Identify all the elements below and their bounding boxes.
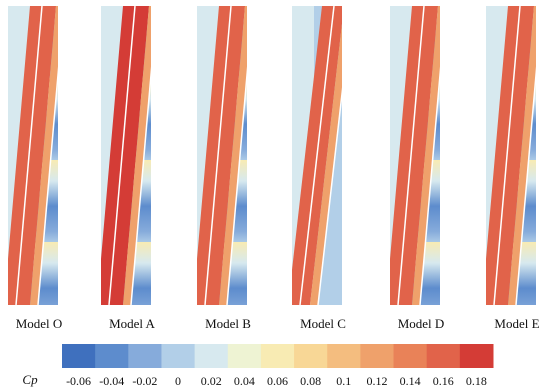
panels: Model O Model A Model B Model C Model D Model… <box>8 6 540 331</box>
blade-edge <box>508 6 536 305</box>
tick-label: 0.08 <box>300 374 321 388</box>
blade <box>390 6 438 305</box>
panel-label: Model B <box>205 316 251 331</box>
slit <box>397 6 425 305</box>
color-band <box>95 344 129 368</box>
contour-panel <box>197 6 247 305</box>
contour-panel <box>101 6 151 305</box>
panel-label: Model C <box>300 316 346 331</box>
color-band <box>360 344 395 368</box>
slit <box>108 6 136 305</box>
tick-label: 0.12 <box>366 374 387 388</box>
blade <box>101 6 149 305</box>
blade <box>197 6 245 305</box>
colorbar: -0.06 -0.04 -0.02 0 0.02 0.04 0.06 0.08 0.1 0.12 0… <box>62 344 494 388</box>
color-band <box>128 344 162 368</box>
panel-label: Model O <box>16 316 63 331</box>
color-band <box>327 344 361 368</box>
color-band <box>161 344 196 368</box>
slit <box>37 66 58 305</box>
panel-label: Model A <box>109 316 155 331</box>
tick-label: 0.18 <box>466 374 487 388</box>
tick-label: 0.06 <box>267 374 288 388</box>
slit <box>493 6 521 305</box>
contour-panel <box>390 6 440 305</box>
color-band <box>294 344 328 368</box>
tick-label: 0.1 <box>336 374 351 388</box>
slit <box>317 87 342 305</box>
tick-label: -0.02 <box>132 374 157 388</box>
color-band <box>62 344 96 368</box>
tick-label: 0.16 <box>433 374 454 388</box>
slit <box>299 6 335 305</box>
contour-panel <box>292 6 342 305</box>
color-band <box>459 344 494 368</box>
slit <box>515 66 536 305</box>
blade-edge <box>30 6 58 305</box>
tick-label: 0.02 <box>201 374 222 388</box>
blade <box>486 6 534 305</box>
blade-edge <box>310 23 342 305</box>
blade-edge <box>412 6 440 305</box>
color-band <box>393 344 428 368</box>
tick-label: -0.04 <box>99 374 124 388</box>
contour-panel <box>8 6 58 305</box>
color-band <box>426 344 461 368</box>
blade-edge <box>219 6 247 305</box>
slit <box>130 66 151 305</box>
tick-label: 0 <box>175 374 181 388</box>
blade <box>8 6 56 305</box>
panel-label: Model D <box>398 316 445 331</box>
tick-label: 0.14 <box>400 374 421 388</box>
tick-label: -0.06 <box>66 374 91 388</box>
color-band <box>194 344 229 368</box>
blade-edge <box>123 6 151 305</box>
tick-label: 0.04 <box>234 374 255 388</box>
slit <box>15 6 43 305</box>
panel-label: Model E <box>494 316 539 331</box>
slit <box>226 66 247 305</box>
color-band <box>260 344 295 368</box>
slit <box>204 6 232 305</box>
color-band <box>227 344 262 368</box>
contour-panel <box>486 6 536 305</box>
colorbar-label: Cp <box>22 372 38 387</box>
slit <box>419 66 440 305</box>
